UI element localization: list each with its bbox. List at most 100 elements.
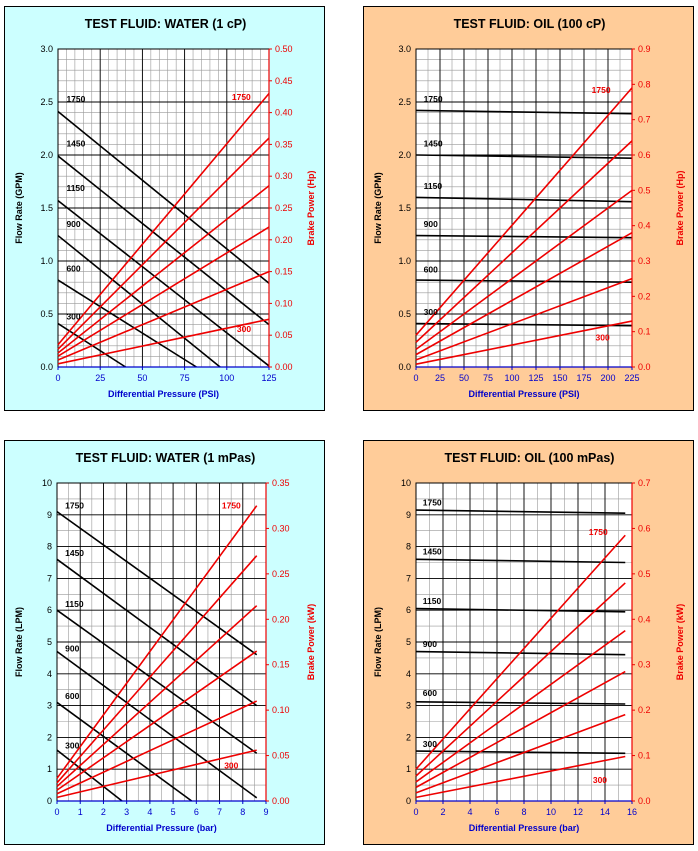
y2-tick-label: 0.5 — [638, 569, 651, 579]
x-tick-label: 14 — [600, 807, 610, 817]
y2-tick-label: 0.1 — [638, 751, 651, 761]
flow-curve-label: 1750 — [65, 500, 84, 510]
y2-tick-label: 0.2 — [638, 291, 651, 301]
y-axis-title: Flow Rate (LPM) — [14, 607, 24, 677]
flow-line-1750 — [415, 109, 633, 115]
power-curve-label: 1750 — [592, 85, 611, 95]
flow-curve-label: 1750 — [66, 94, 85, 104]
flow-line-600 — [57, 279, 197, 368]
flow-line-1750 — [56, 510, 258, 656]
y2-tick-label: 0.05 — [275, 330, 293, 340]
y2-tick-label: 0.20 — [272, 614, 290, 624]
x-tick-label: 6 — [194, 807, 199, 817]
y-tick-label: 3 — [406, 701, 411, 711]
power-line-600 — [415, 277, 633, 361]
power-line-1450 — [57, 137, 270, 350]
y-tick-label: 4 — [47, 669, 52, 679]
x-tick-label: 12 — [573, 807, 583, 817]
y2-tick-label: 0.7 — [638, 115, 651, 125]
y2-tick-label: 0.4 — [638, 614, 651, 624]
x-tick-label: 4 — [147, 807, 152, 817]
x-tick-label: 6 — [494, 807, 499, 817]
x-tick-label: 8 — [240, 807, 245, 817]
flow-curve-label: 600 — [66, 264, 80, 274]
power-curve-label: 300 — [596, 333, 610, 343]
flow-line-1150 — [56, 609, 258, 754]
x-tick-label: 175 — [576, 373, 591, 383]
y2-axis-title: Brake Power (kW) — [306, 604, 316, 681]
flow-curve-label: 1750 — [424, 94, 443, 104]
power-line-1750 — [415, 87, 633, 336]
power-line-1150 — [56, 605, 258, 788]
y-tick-label: 1 — [47, 764, 52, 774]
y2-tick-label: 0.4 — [638, 221, 651, 231]
x-axis-title: Differential Pressure (PSI) — [468, 389, 579, 399]
x-tick-label: 75 — [180, 373, 190, 383]
flow-line-300 — [415, 322, 633, 327]
y2-tick-label: 0.6 — [638, 150, 651, 160]
y-axis-title: Flow Rate (GPM) — [14, 172, 24, 244]
y-tick-label: 0.0 — [398, 362, 411, 372]
y2-tick-label: 0.40 — [275, 108, 293, 118]
power-line-600 — [415, 713, 626, 794]
power-curve-label: 1750 — [222, 500, 241, 510]
power-line-300 — [415, 320, 633, 365]
chart-panel-oil-gpm: TEST FLUID: OIL (100 cP) 1750 1450 1150 900 6… — [363, 6, 694, 411]
flow-curve-label: 1450 — [66, 139, 85, 149]
y2-tick-label: 0.8 — [638, 79, 651, 89]
y2-tick-label: 0.30 — [275, 171, 293, 181]
power-line-600 — [57, 270, 270, 361]
chart-title: TEST FLUID: WATER (1 mPas) — [76, 451, 256, 465]
power-line-1750 — [56, 505, 258, 779]
flow-curve-label: 600 — [424, 265, 438, 275]
flow-curve-label: 1450 — [65, 548, 84, 558]
chart-panel-oil-lpm: TEST FLUID: OIL (100 mPas) 1750 1450 1150 90… — [363, 440, 694, 845]
flow-curve-label: 600 — [65, 691, 79, 701]
flow-line-1150 — [57, 199, 270, 367]
y-tick-label: 3.0 — [398, 44, 411, 54]
x-tick-label: 50 — [137, 373, 147, 383]
x-tick-label: 0 — [413, 807, 418, 817]
power-line-900 — [57, 226, 270, 357]
x-tick-label: 75 — [483, 373, 493, 383]
power-line-1750 — [415, 534, 626, 770]
flow-line-300 — [56, 749, 123, 802]
flow-curve-label: 1150 — [65, 599, 84, 609]
y-tick-label: 6 — [406, 605, 411, 615]
y2-tick-label: 0.6 — [638, 523, 651, 533]
y-tick-label: 1 — [406, 764, 411, 774]
flow-curve-label: 1150 — [66, 183, 85, 193]
chart-panel-water-lpm: TEST FLUID: WATER (1 mPas) 1750 1450 1150 90… — [4, 440, 325, 845]
flow-line-600 — [56, 701, 193, 802]
flow-line-1450 — [415, 154, 633, 159]
y-axis-title: Flow Rate (GPM) — [373, 172, 383, 244]
flow-curve-label: 300 — [66, 311, 80, 321]
y2-axis-title: Brake Power (Hp) — [675, 170, 685, 245]
flow-curve-label: 300 — [423, 739, 437, 749]
power-line-1450 — [415, 140, 633, 343]
power-line-1150 — [415, 189, 633, 350]
flow-line-900 — [415, 234, 633, 239]
power-line-1150 — [57, 185, 270, 354]
x-tick-label: 2 — [101, 807, 106, 817]
y2-tick-label: 0.1 — [638, 327, 651, 337]
chart-svg: TEST FLUID: OIL (100 cP)1750145011509006… — [373, 17, 685, 399]
y-tick-label: 7 — [406, 573, 411, 583]
flow-curve-label: 1450 — [424, 139, 443, 149]
y-tick-label: 1.0 — [40, 256, 53, 266]
power-line-300 — [57, 318, 270, 365]
x-tick-label: 150 — [552, 373, 567, 383]
flow-line-1450 — [56, 558, 258, 707]
flow-line-1750 — [57, 110, 270, 284]
y-tick-label: 2 — [406, 732, 411, 742]
x-tick-label: 2 — [440, 807, 445, 817]
flow-line-1450 — [415, 558, 626, 564]
x-tick-label: 125 — [261, 373, 276, 383]
x-tick-label: 4 — [467, 807, 472, 817]
x-tick-label: 16 — [627, 807, 637, 817]
x-tick-label: 8 — [521, 807, 526, 817]
y-tick-label: 4 — [406, 669, 411, 679]
x-axis-title: Differential Pressure (PSI) — [108, 389, 219, 399]
x-axis-title: Differential Pressure (bar) — [106, 823, 217, 833]
power-line-300 — [56, 749, 257, 799]
